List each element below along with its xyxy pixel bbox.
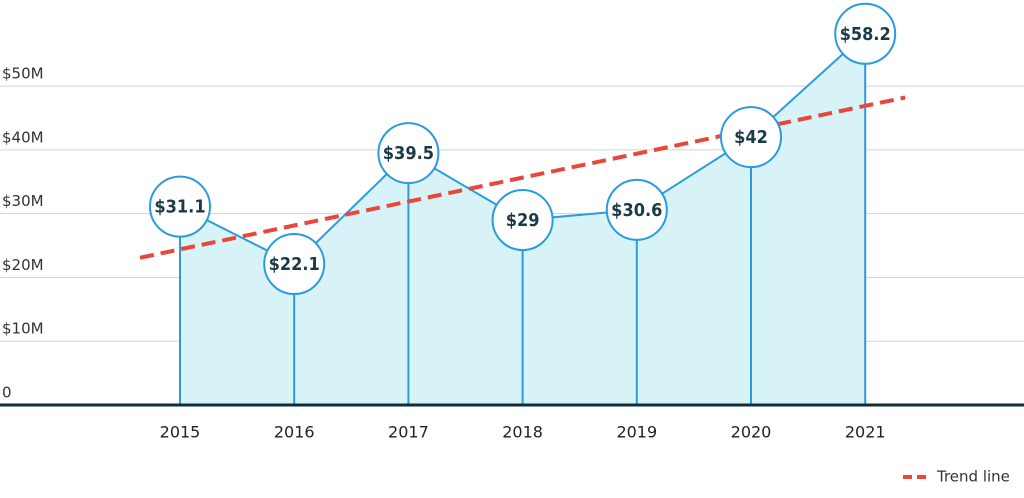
x-tick-label: 2019 [616, 423, 657, 442]
legend-label: Trend line [936, 468, 1010, 486]
data-point [377, 122, 440, 185]
data-point [834, 2, 897, 65]
data-point [491, 189, 554, 252]
y-tick-label: $40M [2, 128, 44, 146]
x-tick-label: 2020 [731, 423, 772, 442]
value-label: $39.5 [383, 143, 434, 164]
y-tick-label: $50M [2, 65, 44, 83]
x-tick-label: 2017 [388, 423, 429, 442]
y-tick-label: $30M [2, 192, 44, 210]
x-tick-label: 2018 [502, 423, 543, 442]
y-tick-label: $20M [2, 256, 44, 274]
value-label: $30.6 [611, 200, 662, 221]
value-label: $29 [506, 210, 540, 231]
data-point [605, 178, 668, 241]
data-point [720, 106, 782, 169]
x-tick-label: 2015 [160, 423, 201, 442]
value-label: $42 [734, 127, 768, 148]
data-point [263, 233, 326, 296]
y-tick-label: $10M [2, 320, 44, 338]
data-point [149, 175, 211, 238]
value-label: $58.2 [840, 24, 891, 45]
y-tick-label: 0 [2, 384, 12, 402]
value-label: $22.1 [269, 254, 320, 275]
area [180, 33, 866, 405]
x-tick-label: 2016 [274, 423, 315, 442]
x-tick-label: 2021 [845, 423, 886, 442]
value-label: $31.1 [154, 197, 205, 218]
